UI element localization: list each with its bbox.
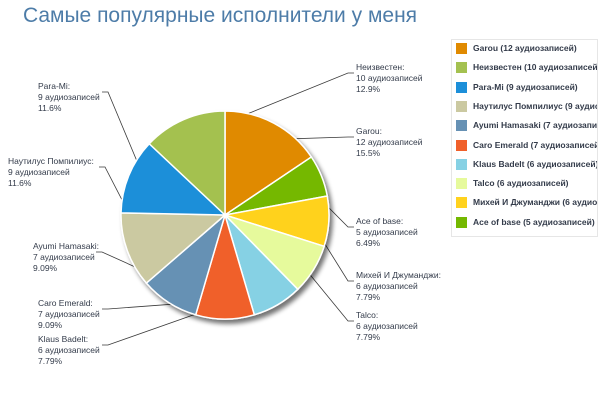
legend-label: Para-Mi (9 аудиозаписей) — [473, 81, 578, 92]
slice-name-label: Наутилус Помпилиус: — [8, 156, 94, 166]
legend-swatch — [456, 216, 467, 228]
slice-data-label: Ace of base: 5 аудиозаписей 6.49% — [356, 216, 418, 249]
slice-count-label: 6 аудиозаписей — [38, 345, 100, 355]
slice-data-label: Наутилус Помпилиус: 9 аудиозаписей 11.6% — [8, 156, 94, 189]
slice-count-label: 9 аудиозаписей — [38, 92, 100, 102]
slice-count-label: 9 аудиозаписей — [8, 167, 70, 177]
legend-swatch — [456, 100, 467, 112]
legend-label: Talco (6 аудиозаписей) — [473, 178, 569, 189]
legend-swatch — [456, 120, 467, 132]
legend-swatch — [456, 197, 467, 209]
slice-percent-label: 11.6% — [8, 178, 32, 188]
slice-name-label: Klaus Badelt: — [38, 334, 89, 344]
legend-label: Михей И Джуманджи (6 аудиозаписей) — [473, 197, 598, 208]
slice-count-label: 6 аудиозаписей — [356, 321, 418, 331]
slice-data-label: Михей И Джуманджи: 6 аудиозаписей 7.79% — [356, 270, 441, 303]
legend-swatch — [456, 43, 467, 54]
slice-data-label: Неизвестен: 10 аудиозаписей 12.9% — [356, 62, 422, 95]
legend-swatch — [456, 62, 467, 74]
leader-line — [297, 259, 354, 322]
slice-percent-label: 7.79% — [38, 356, 63, 366]
legend-label: Garou (12 аудиозаписей) — [473, 43, 577, 53]
slice-name-label: Garou: — [356, 126, 382, 136]
legend-label: Ayumi Hamasaki (7 аудиозаписей) — [473, 120, 598, 131]
legend-label: Ace of base (5 аудиозаписей) — [473, 216, 595, 227]
slice-data-label: Caro Emerald: 7 аудиозаписей 9.09% — [38, 298, 100, 331]
pie-slice[interactable] — [148, 110, 226, 217]
slice-percent-label: 9.09% — [38, 320, 63, 330]
slice-data-label: Klaus Badelt: 6 аудиозаписей 7.79% — [38, 334, 100, 367]
slice-percent-label: 7.79% — [356, 292, 381, 302]
slice-count-label: 7 аудиозаписей — [38, 309, 100, 319]
slice-name-label: Неизвестен: — [356, 62, 405, 72]
slice-name-label: Talco: — [356, 310, 379, 320]
slice-data-label: Ayumi Hamasaki: 7 аудиозаписей 9.09% — [33, 241, 99, 274]
slice-name-label: Ayumi Hamasaki: — [33, 241, 99, 251]
slice-name-label: Para-Mi: — [38, 81, 71, 91]
slice-data-label: Talco: 6 аудиозаписей 7.79% — [356, 310, 418, 343]
legend-swatch — [456, 178, 467, 190]
pie-slice[interactable] — [120, 142, 227, 216]
slice-name-label: Ace of base: — [356, 216, 404, 226]
legend: Garou (12 аудиозаписей) Неизвестен (10 ау… — [451, 39, 598, 237]
slice-count-label: 5 аудиозаписей — [356, 227, 418, 237]
chart-title: Самые популярные исполнители у меня — [22, 4, 418, 27]
slice-percent-label: 7.79% — [356, 332, 381, 342]
legend-label: Caro Emerald (7 аудиозаписей) — [473, 139, 598, 150]
slice-data-label: Garou: 12 аудиозаписей 15.5% — [356, 126, 422, 159]
legend-swatch — [456, 158, 467, 170]
slice-percent-label: 9.09% — [33, 263, 58, 273]
legend-label: Наутилус Помпилиус (9 аудиозаписей) — [473, 100, 597, 111]
legend-swatch — [456, 139, 467, 151]
legend-label: Klaus Badelt (6 аудиозаписей) — [473, 158, 598, 169]
slice-count-label: 7 аудиозаписей — [33, 252, 95, 262]
slice-count-label: 10 аудиозаписей — [356, 73, 423, 83]
slice-percent-label: 12.9% — [356, 84, 381, 94]
slice-count-label: 6 аудиозаписей — [356, 281, 418, 291]
leader-line — [102, 91, 147, 183]
slice-percent-label: 11.6% — [38, 103, 62, 113]
slice-percent-label: 6.49% — [356, 238, 381, 248]
slice-data-label: Para-Mi: 9 аудиозаписей 11.6% — [38, 81, 100, 114]
slice-count-label: 12 аудиозаписей — [356, 137, 423, 147]
slice-name-label: Caro Emerald: — [38, 298, 93, 308]
legend-swatch — [456, 81, 467, 93]
slice-percent-label: 15.5% — [356, 148, 381, 158]
slice-name-label: Михей И Джуманджи: — [356, 270, 442, 280]
pie-slice[interactable] — [224, 110, 313, 217]
pie-chart — [96, 72, 354, 346]
legend-label: Неизвестен (10 аудиозаписей) — [473, 62, 598, 73]
pie-slice[interactable] — [120, 212, 227, 285]
